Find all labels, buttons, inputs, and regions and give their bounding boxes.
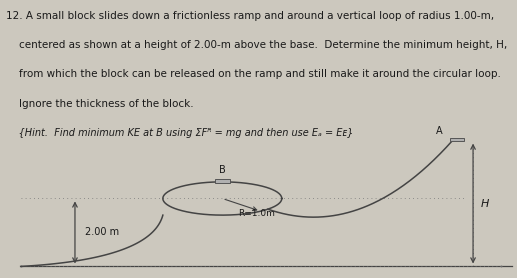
Text: R=1.0m: R=1.0m: [238, 208, 275, 218]
Text: 2.00 m: 2.00 m: [85, 227, 119, 237]
Text: Ignore the thickness of the block.: Ignore the thickness of the block.: [6, 99, 194, 109]
Text: 12. A small block slides down a frictionless ramp and around a vertical loop of : 12. A small block slides down a friction…: [6, 11, 494, 21]
Bar: [215, 179, 230, 183]
FancyBboxPatch shape: [450, 138, 464, 142]
Text: {Hint.  Find minimum KE at B using ΣFᴿ = mg and then use Eₐ = Eᴇ}: {Hint. Find minimum KE at B using ΣFᴿ = …: [6, 128, 354, 138]
Text: H: H: [481, 198, 489, 208]
Text: A: A: [436, 126, 443, 136]
Text: from which the block can be released on the ramp and still make it around the ci: from which the block can be released on …: [6, 70, 501, 80]
Text: B: B: [219, 165, 226, 175]
Text: centered as shown at a height of 2.00-m above the base.  Determine the minimum h: centered as shown at a height of 2.00-m …: [6, 40, 508, 50]
